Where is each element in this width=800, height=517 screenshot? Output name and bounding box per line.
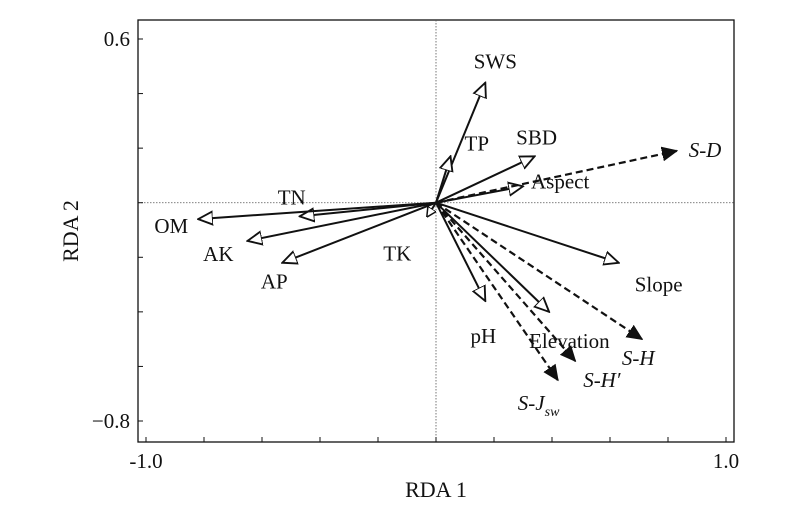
vector-arrow-elevation bbox=[435, 201, 549, 312]
biplot-vectors bbox=[198, 83, 677, 380]
vector-labels: SWS SBD TP Aspect TN OM AK AP TK Slope pH Elevation… bbox=[154, 50, 721, 420]
vector-arrow-s-h bbox=[435, 201, 642, 341]
vector-label-s-j: S-Jsw bbox=[518, 391, 560, 420]
vector-arrow-sbd bbox=[435, 156, 535, 204]
vector-label-ak: AK bbox=[203, 242, 233, 266]
vector-arrow-slope bbox=[435, 201, 619, 263]
vector-arrow-s-d bbox=[435, 151, 677, 204]
vector-arrow-ak bbox=[248, 201, 437, 241]
vector-label-s-h-: S-H′ bbox=[583, 368, 621, 392]
vector-arrow-s-j bbox=[435, 202, 558, 380]
vector-label-tn: TN bbox=[278, 185, 306, 209]
y-axis-ticks: 0.6 −0.8 bbox=[92, 27, 143, 433]
vector-label-tk: TK bbox=[383, 241, 411, 265]
vector-arrow-om bbox=[198, 201, 437, 219]
vector-label-sbd: SBD bbox=[516, 125, 557, 149]
x-axis-ticks: -1.0 1.0 bbox=[129, 437, 739, 473]
vector-label-slope: Slope bbox=[635, 273, 683, 297]
vector-label-ph: pH bbox=[470, 324, 496, 348]
vector-arrow-tk bbox=[427, 202, 437, 217]
vector-label-tp: TP bbox=[465, 131, 490, 155]
y-tick-label: 0.6 bbox=[104, 27, 130, 51]
vector-label-om: OM bbox=[154, 214, 188, 238]
vector-arrow-ap bbox=[282, 201, 437, 263]
y-tick-label: −0.8 bbox=[92, 409, 130, 433]
vector-arrow-tp bbox=[435, 156, 451, 204]
vector-label-elevation: Elevation bbox=[529, 329, 610, 353]
vector-label-s-d: S-D bbox=[689, 138, 722, 162]
vector-arrow-s-h- bbox=[435, 201, 575, 361]
vector-label-s-h: S-H bbox=[622, 346, 656, 370]
x-axis-title: RDA 1 bbox=[405, 477, 467, 502]
vector-arrow-ph bbox=[435, 202, 485, 301]
vector-label-ap: AP bbox=[261, 270, 288, 294]
y-axis-title: RDA 2 bbox=[58, 200, 83, 262]
vector-label-sws: SWS bbox=[474, 50, 517, 74]
vector-label-aspect: Aspect bbox=[531, 169, 589, 193]
x-tick-label: 1.0 bbox=[713, 449, 739, 473]
vector-arrow-sws bbox=[435, 83, 485, 204]
x-tick-label: -1.0 bbox=[129, 449, 162, 473]
